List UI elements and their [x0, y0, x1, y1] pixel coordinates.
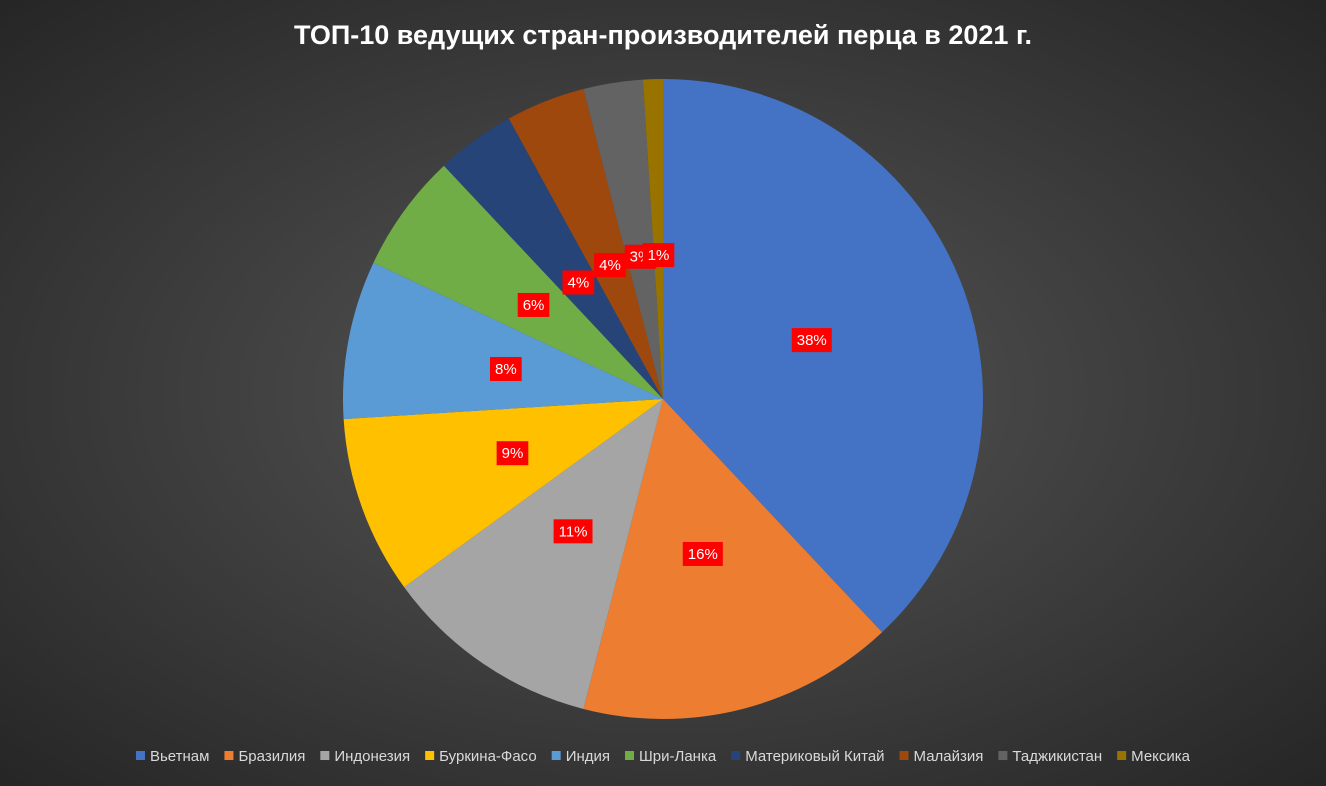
pie-slice: [583, 399, 883, 719]
data-label-box: [553, 519, 593, 544]
data-label: 16%: [688, 546, 718, 563]
legend-label: Буркина-Фасо: [439, 748, 537, 765]
data-label-group: 6%: [517, 292, 550, 317]
data-label-box: [594, 253, 626, 278]
data-label-box: [489, 357, 522, 382]
data-label-group: 9%: [496, 441, 529, 466]
data-label: 11%: [559, 523, 588, 540]
legend-label: Малайзия: [914, 748, 984, 765]
pie-slice: [642, 79, 663, 399]
data-label-group: 11%: [553, 519, 593, 544]
pie-slice: [373, 165, 663, 399]
legend-label: Материковый Китай: [745, 748, 884, 765]
pie-slice: [404, 399, 663, 709]
data-label-box: [791, 328, 832, 353]
legend-label: Вьетнам: [150, 748, 209, 765]
legend-swatch: [425, 751, 435, 760]
data-label-box: [642, 243, 675, 268]
data-label-group: 8%: [489, 357, 522, 382]
pie-slice: [443, 118, 663, 400]
data-label-group: 38%: [791, 328, 832, 353]
legend-label: Бразилия: [238, 748, 305, 765]
pie-slice: [583, 79, 663, 400]
data-label: 4%: [599, 257, 621, 274]
data-label-box: [562, 270, 595, 295]
legend-label: Индия: [566, 748, 610, 765]
chart-title: ТОП-10 ведущих стран-производителей перц…: [294, 20, 1032, 50]
data-label-box: [496, 441, 529, 466]
legend-label: Мексика: [1131, 748, 1191, 765]
legend-swatch: [551, 751, 561, 760]
data-label: 8%: [495, 361, 517, 378]
data-label-group: 16%: [682, 541, 723, 566]
data-label-box: [517, 292, 550, 317]
data-label-group: 4%: [594, 253, 626, 278]
legend-swatch: [731, 751, 741, 760]
data-label: 9%: [502, 445, 524, 462]
pie-slice: [343, 262, 663, 420]
legend-swatch: [224, 751, 234, 760]
data-label-box: [682, 541, 723, 566]
legend-swatch: [1117, 751, 1127, 760]
legend-label: Таджикистан: [1012, 748, 1102, 765]
legend-swatch: [998, 751, 1008, 760]
legend-swatch: [135, 751, 145, 760]
data-label-group: 1%: [642, 243, 675, 268]
data-label-group: 4%: [562, 270, 595, 295]
pie-slice: [663, 79, 983, 633]
data-label: 4%: [568, 274, 590, 291]
pie-slice: [508, 89, 663, 399]
data-label: 6%: [523, 297, 545, 314]
data-label: 1%: [648, 247, 670, 264]
data-label: 38%: [797, 332, 827, 349]
legend-swatch: [320, 751, 330, 760]
legend: Вьетнам Бразилия Индонезия Буркина-Фасо Инди…: [135, 748, 1191, 765]
legend-swatch: [899, 751, 909, 760]
legend-swatch: [625, 751, 635, 760]
pie-slice: [343, 399, 663, 588]
legend-label: Шри-Ланка: [639, 748, 717, 765]
legend-label: Индонезия: [334, 748, 410, 765]
